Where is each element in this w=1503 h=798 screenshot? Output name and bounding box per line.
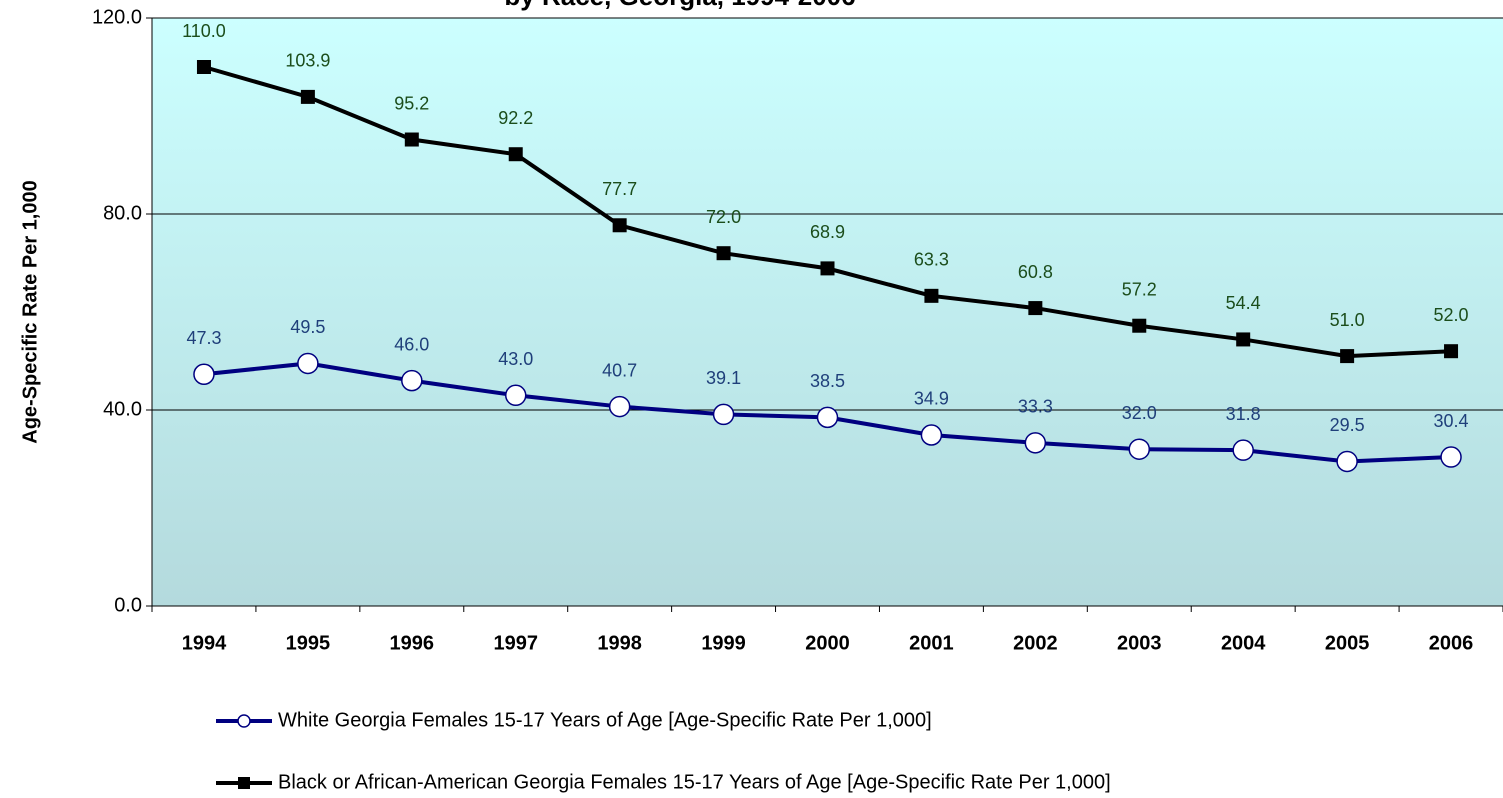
x-tick-label: 2002 [1013,632,1058,654]
data-label: 32.0 [1122,403,1157,423]
point [612,218,627,233]
x-tick-label: 1995 [286,632,331,654]
y-axis-title: Age-Specific Rate Per 1,000 [19,180,41,443]
legend-label: White Georgia Females 15-17 Years of Age… [278,709,932,731]
x-tick-label: 2004 [1221,632,1266,654]
point [712,403,735,426]
x-tick-label: 2001 [909,632,954,654]
data-label: 29.5 [1330,415,1365,435]
data-label: 92.2 [498,108,533,128]
data-label: 34.9 [914,389,949,409]
point [193,363,215,385]
legend-marker [237,714,251,728]
point [1232,439,1254,461]
point [1028,301,1043,316]
point [1128,438,1151,460]
data-label: 60.8 [1018,262,1053,282]
data-label: 63.3 [914,250,949,270]
data-label: 77.7 [602,179,637,199]
point [820,261,835,276]
point [1236,332,1251,347]
data-label: 47.3 [186,328,221,348]
data-label: 51.0 [1330,310,1365,330]
y-tick-label: 120.0 [92,6,142,28]
data-label: 52.0 [1434,305,1469,325]
point [924,288,939,303]
legend-marker [238,777,250,789]
point [816,406,839,429]
legend-label: Black or African-American Georgia Female… [278,771,1111,793]
data-label: 38.5 [810,371,845,391]
plot-area [152,18,1503,606]
point [401,369,423,392]
point [716,246,731,261]
x-tick-label: 1998 [597,632,642,654]
point [1340,349,1355,364]
point [297,352,319,375]
data-label: 39.1 [706,368,741,388]
x-tick-label: 1997 [493,632,538,654]
x-tick-label: 2000 [805,632,850,654]
y-tick-label: 80.0 [103,202,142,224]
point [508,147,523,162]
data-label: 103.9 [285,51,330,71]
data-label: 110.0 [182,21,226,41]
point [608,395,631,418]
point [300,89,315,104]
data-label: 46.0 [394,334,429,354]
point [504,384,527,407]
point [920,424,943,446]
data-label: 95.2 [394,93,429,113]
data-label: 49.5 [290,317,325,337]
point [1336,450,1358,473]
x-tick-label: 2006 [1429,632,1474,654]
x-tick-label: 2005 [1325,632,1370,654]
data-label: 40.7 [602,360,637,380]
data-label: 33.3 [1018,397,1053,417]
x-tick-label: 2003 [1117,632,1162,654]
x-tick-label: 1996 [390,632,435,654]
point [196,60,211,74]
point [1024,432,1047,454]
y-tick-label: 40.0 [103,398,142,420]
point [1444,344,1459,359]
data-label: 30.4 [1434,411,1469,431]
y-tick-label: 0.0 [114,594,142,616]
data-label: 57.2 [1122,279,1157,299]
x-tick-label: 1999 [701,632,746,654]
data-label: 43.0 [498,349,533,369]
data-label: 31.8 [1226,404,1261,424]
point [1440,446,1462,468]
point [404,132,419,147]
data-label: 54.4 [1226,293,1261,313]
data-label: 68.9 [810,222,845,242]
x-tick-label: 1994 [182,632,227,654]
chart-title: by Race, Georgia, 1994-2006 [504,0,855,11]
data-label: 72.0 [706,207,741,227]
point [1132,318,1147,333]
